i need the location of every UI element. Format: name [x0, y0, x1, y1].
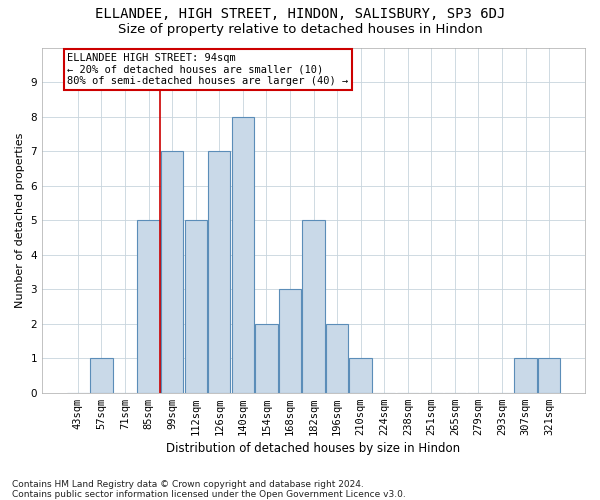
Bar — [208, 151, 230, 392]
Bar — [279, 289, 301, 393]
Text: ELLANDEE HIGH STREET: 94sqm
← 20% of detached houses are smaller (10)
80% of sem: ELLANDEE HIGH STREET: 94sqm ← 20% of det… — [67, 52, 349, 86]
Bar — [326, 324, 348, 392]
Bar — [538, 358, 560, 392]
Bar — [302, 220, 325, 392]
Y-axis label: Number of detached properties: Number of detached properties — [15, 132, 25, 308]
Text: ELLANDEE, HIGH STREET, HINDON, SALISBURY, SP3 6DJ: ELLANDEE, HIGH STREET, HINDON, SALISBURY… — [95, 8, 505, 22]
Bar — [90, 358, 113, 392]
Text: Contains public sector information licensed under the Open Government Licence v3: Contains public sector information licen… — [12, 490, 406, 499]
Bar — [185, 220, 207, 392]
X-axis label: Distribution of detached houses by size in Hindon: Distribution of detached houses by size … — [166, 442, 461, 455]
Bar — [514, 358, 537, 392]
Text: Size of property relative to detached houses in Hindon: Size of property relative to detached ho… — [118, 22, 482, 36]
Text: Contains HM Land Registry data © Crown copyright and database right 2024.: Contains HM Land Registry data © Crown c… — [12, 480, 364, 489]
Bar — [232, 116, 254, 392]
Bar — [349, 358, 372, 392]
Bar — [255, 324, 278, 392]
Bar — [137, 220, 160, 392]
Bar — [161, 151, 184, 392]
